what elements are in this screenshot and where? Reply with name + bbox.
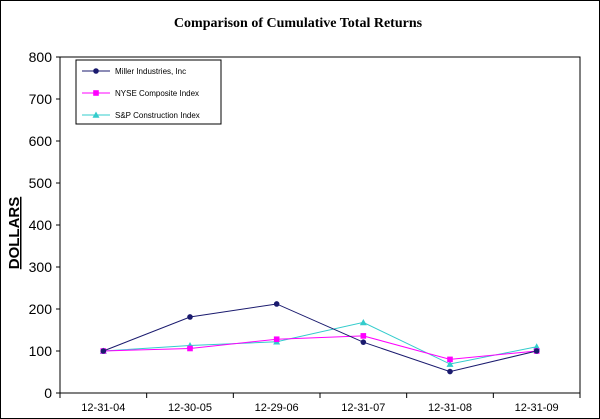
- x-tick-label: 12-31-09: [515, 402, 559, 414]
- data-point: [360, 339, 367, 345]
- y-tick-label: 800: [29, 49, 53, 65]
- data-point: [360, 333, 367, 339]
- data-point: [100, 348, 107, 354]
- series-0: [100, 301, 540, 375]
- legend: Miller Industries, Inc NYSE Composite Ind…: [75, 59, 222, 125]
- data-point: [359, 318, 367, 326]
- legend-label: S&P Construction Index: [115, 111, 200, 120]
- y-tick-label: 500: [29, 175, 53, 191]
- x-tick-label: 12-31-07: [341, 402, 385, 414]
- series-line: [103, 335, 537, 360]
- data-point: [447, 356, 453, 363]
- y-tick-label: 600: [29, 133, 53, 149]
- data-point: [187, 345, 193, 352]
- y-tick-label: 100: [29, 343, 53, 359]
- series-line: [103, 321, 537, 365]
- legend-marker: [93, 90, 99, 96]
- y-tick-label: 700: [29, 91, 53, 107]
- legend-marker: [92, 111, 100, 118]
- legend-label: Miller Industries, Inc: [115, 67, 186, 76]
- y-tick-label: 0: [44, 385, 52, 401]
- y-tick-label: 400: [29, 217, 53, 233]
- data-point: [533, 343, 541, 350]
- axes: 0 100 200 300 400 500 600 700 800 12-31-04 12-30-0…: [29, 49, 581, 414]
- data-point: [533, 348, 540, 354]
- data-point: [446, 360, 454, 367]
- x-tick-label: 12-29-06: [255, 402, 299, 414]
- chart-title: Comparison of Cumulative Total Returns: [174, 16, 423, 31]
- data-point: [273, 336, 280, 343]
- series-layer: [99, 301, 541, 375]
- y-tick-label: 200: [29, 301, 53, 317]
- y-tick-label: 300: [29, 259, 53, 275]
- data-point: [273, 301, 280, 307]
- x-tick-label: 12-31-04: [81, 402, 125, 414]
- data-point: [187, 314, 193, 320]
- legend-label: NYSE Composite Index: [115, 89, 199, 98]
- x-tick-label: 12-31-08: [428, 402, 472, 414]
- data-point: [447, 368, 453, 375]
- y-axis-label: DOLLARS: [6, 197, 23, 270]
- legend-marker: [93, 68, 99, 74]
- x-tick-label: 12-30-05: [168, 402, 212, 414]
- series-1: [100, 333, 540, 363]
- series-line: [103, 303, 537, 373]
